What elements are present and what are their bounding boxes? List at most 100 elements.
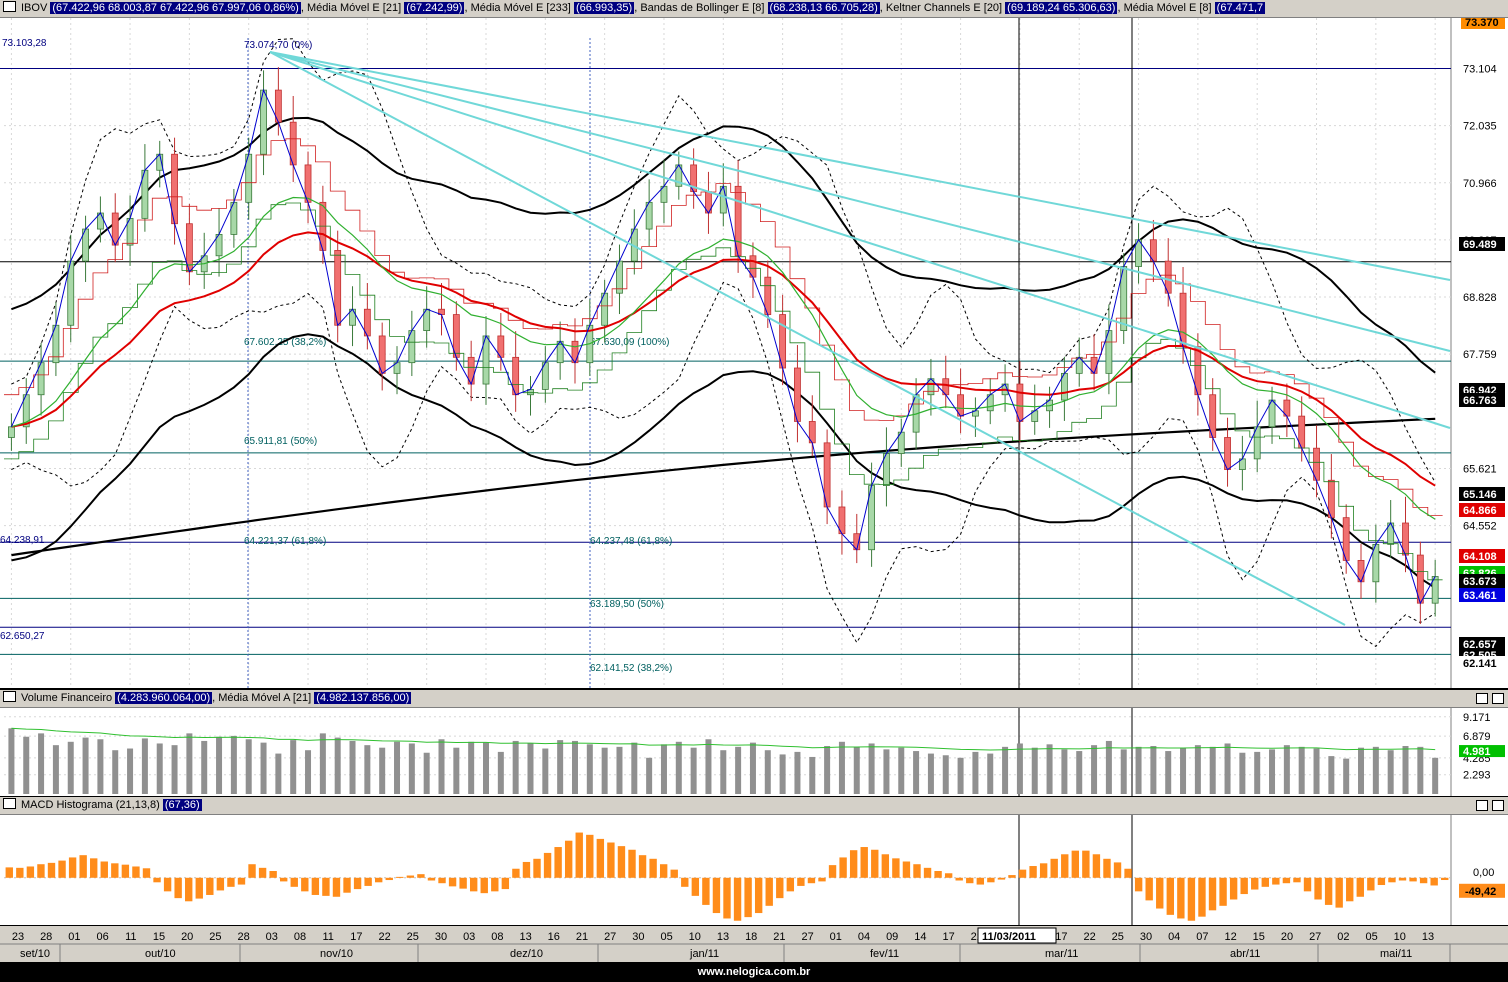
volume-bar [1283,745,1290,794]
ma21-value: (67.242,99) [404,2,465,14]
day-tick-label: 17 [350,931,362,943]
macd-bar [1229,877,1238,900]
day-tick-label: 04 [1168,931,1180,943]
macd-bar [427,877,436,881]
maximize-button[interactable] [1476,693,1488,704]
price-tick-label: 70.966 [1463,178,1497,190]
panel-window-icon[interactable] [3,1,16,12]
macd-bar [860,847,868,878]
macd-bar [807,877,816,884]
ema8-line [10,88,1436,605]
volume-bar [497,751,504,794]
macd-bar [1324,877,1333,905]
price-chart-panel[interactable]: 73.10472.03570.96669.89768.82867.75965.6… [0,18,1508,688]
volume-bar [868,743,875,794]
price-badge: 66.763 [1463,395,1497,407]
volume-bar [735,746,742,794]
fib-level-label: 73.074,70 (0%) [244,40,312,51]
close-button[interactable] [1492,693,1504,704]
macd-bar [5,867,13,878]
macd-bar [1187,877,1196,921]
macd-bar [1103,858,1111,878]
macd-bar [1092,854,1101,878]
footer-brand[interactable]: www.nelogica.com.br [0,962,1508,982]
volume-bar [1298,746,1305,794]
macd-bar [1261,877,1269,887]
day-tick-label: 21 [576,931,588,943]
volume-bar [794,751,801,794]
day-tick-label: 18 [745,931,757,943]
macd-bar [776,877,784,899]
macd-chart-panel[interactable]: 0,00 -49,42 [0,815,1508,925]
macd-bar [607,842,615,878]
macd-bar [923,867,932,878]
volume-bar [23,736,30,794]
volume-bar [512,740,519,794]
day-tick-label: 25 [1112,931,1124,943]
volume-bar [720,750,727,794]
volume-bar [1061,749,1068,794]
macd-bar [649,858,657,878]
macd-bar [1377,877,1386,886]
volume-bar [527,743,534,794]
macd-bar [628,849,636,878]
volume-ma-badge: 4.981 [1463,746,1491,758]
macd-bar [797,877,805,886]
macd-bar [459,877,467,889]
price-panel-titlebar: IBOV (67.422,96 68.003,87 67.422,96 67.9… [0,0,1508,18]
macd-bar [1251,877,1259,890]
bollinger-label: Bandas de Bollinger E [8] [640,2,765,14]
volume-chart-panel[interactable]: 9.171 6.879 4.285 2.293 4.981 [0,708,1508,796]
volume-bar [675,741,682,794]
macd-bar [670,869,678,878]
volume-bar [898,747,905,794]
macd-bar [1398,877,1407,881]
macd-bar [480,877,488,894]
volume-bar [275,753,282,794]
volume-bar [542,748,549,794]
ma8-label: Média Móvel E [8] [1123,2,1212,14]
volume-bar [1432,757,1439,794]
day-tick-label: 14 [914,931,926,943]
fib-level-label: 64.238,91 [0,535,45,546]
day-tick-label: 06 [96,931,108,943]
time-axis[interactable]: 23 28 01 06 11 15 20 25 28 03 08 11 17 22 25 30 03 08 13 16… [0,926,1508,962]
close-button[interactable] [1492,800,1504,811]
macd-bar [1388,877,1396,883]
volume-ma-line [11,727,1436,751]
macd-bar [248,864,256,878]
macd-bar [353,877,362,890]
volume-bar [764,750,771,794]
macd-bar [1219,877,1227,906]
fib-level-label: 64.237,48 (61,8%) [590,536,672,547]
day-tick-label: 21 [773,931,785,943]
macd-chart-svg[interactable]: 0,00 -49,42 [0,815,1508,925]
price-chart-svg[interactable]: 73.10472.03570.96669.89768.82867.75965.6… [0,18,1508,688]
volume-bar [883,749,890,794]
month-label: set/10 [20,948,50,960]
maximize-button[interactable] [1476,800,1488,811]
volume-bar [972,751,979,794]
price-badge: 63.461 [1463,590,1497,602]
month-label: out/10 [145,948,176,960]
volume-bar [216,736,223,794]
panel-window-icon[interactable] [3,798,16,809]
macd-bar [385,877,393,881]
day-tick-label: 16 [548,931,560,943]
volume-bar [1402,746,1409,794]
day-tick-label: 27 [801,931,813,943]
panel-window-icon[interactable] [3,691,16,702]
price-badge-bg [1459,656,1505,670]
price-tick-label: 68.828 [1463,292,1497,304]
day-tick-label: 08 [491,931,503,943]
macd-bar [132,866,140,878]
volume-bar [824,746,831,794]
month-label: jan/11 [689,948,719,960]
volume-bar [319,733,326,794]
day-tick-label: 17 [942,931,954,943]
volume-bar [1239,752,1246,794]
volume-bar [571,740,578,794]
macd-bar [1293,877,1301,883]
macd-value: (67,36) [162,799,202,811]
